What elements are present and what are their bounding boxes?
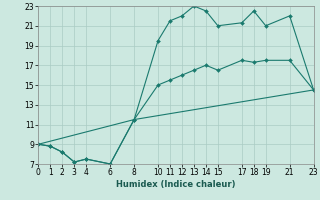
X-axis label: Humidex (Indice chaleur): Humidex (Indice chaleur) [116, 180, 236, 189]
